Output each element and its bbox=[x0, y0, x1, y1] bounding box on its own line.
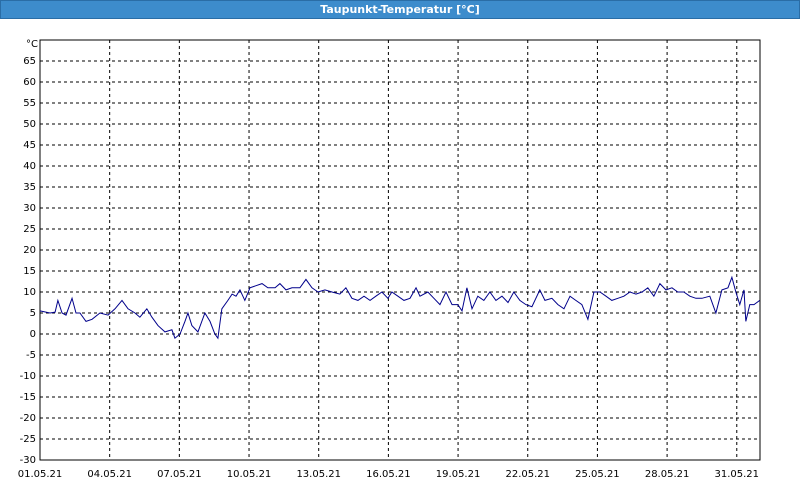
x-tick-label: 16.05.21 bbox=[366, 469, 411, 480]
y-tick-label: 30 bbox=[23, 203, 36, 214]
y-tick-label: 25 bbox=[23, 224, 36, 235]
x-tick-label: 31.05.21 bbox=[715, 469, 760, 480]
chart: °C -30 -25 -20 -15 -10 -5 0 5 10 15 20 25 30 35 40 45 50… bbox=[18, 39, 761, 480]
x-tick-label: 22.05.21 bbox=[505, 469, 550, 480]
y-tick-label: 5 bbox=[30, 308, 36, 319]
x-tick-label: 10.05.21 bbox=[227, 469, 272, 480]
y-tick-label: -15 bbox=[20, 392, 36, 403]
x-tick-label: 13.05.21 bbox=[296, 469, 341, 480]
series-line bbox=[39, 275, 761, 340]
title-bar: Taupunkt-Temperatur [°C] bbox=[0, 0, 800, 19]
x-tick-label: 04.05.21 bbox=[87, 469, 132, 480]
y-tick-label: -5 bbox=[26, 350, 36, 361]
x-tick-label: 07.05.21 bbox=[157, 469, 202, 480]
plot-border bbox=[39, 39, 761, 461]
y-tick-label: 65 bbox=[23, 56, 36, 67]
y-tick-label: -20 bbox=[20, 413, 36, 424]
y-tick-label: -30 bbox=[20, 455, 36, 466]
y-tick-label: 15 bbox=[23, 266, 36, 277]
x-tick-label: 28.05.21 bbox=[645, 469, 690, 480]
y-tick-label: 55 bbox=[23, 98, 36, 109]
y-tick-label: 60 bbox=[23, 77, 36, 88]
y-tick-label: 35 bbox=[23, 182, 36, 193]
y-axis-label: °C bbox=[26, 39, 38, 50]
y-tick-label: -10 bbox=[20, 371, 36, 382]
y-tick-label: 10 bbox=[23, 287, 36, 298]
x-tick-label: 19.05.21 bbox=[436, 469, 481, 480]
x-tick-label: 25.05.21 bbox=[575, 469, 620, 480]
y-tick-label: 40 bbox=[23, 161, 36, 172]
y-tick-label: 20 bbox=[23, 245, 36, 256]
y-tick-label: -25 bbox=[20, 434, 36, 445]
x-tick-label: 01.05.21 bbox=[18, 469, 63, 480]
y-tick-label: 45 bbox=[23, 140, 36, 151]
y-tick-label: 0 bbox=[30, 329, 36, 340]
y-tick-label: 50 bbox=[23, 119, 36, 130]
